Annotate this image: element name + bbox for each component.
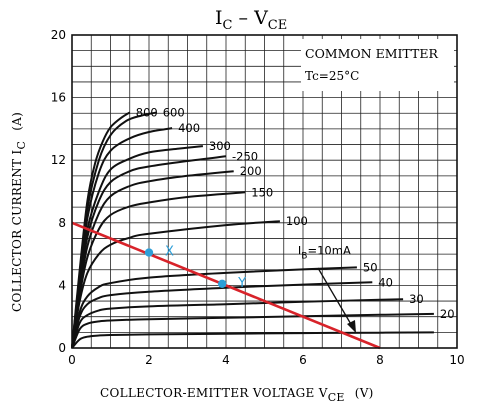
ib-arrow — [317, 267, 356, 333]
operating-point-label-1: Y — [237, 276, 246, 291]
x-tick-label: 6 — [299, 353, 307, 367]
operating-points: XY — [144, 245, 246, 291]
curve-label-7: 200 — [240, 164, 262, 178]
title-main-subscript: C — [223, 18, 233, 33]
x-tick-label: 8 — [376, 353, 384, 367]
condition-box-line2: Tc=25°C — [305, 69, 359, 83]
curve-label-9: 300 — [209, 139, 231, 153]
x-axis-label-subscript: CE — [328, 391, 345, 404]
curve-ib-12 — [71, 111, 131, 349]
curve-label-12: 800 — [136, 105, 158, 119]
condition-box-line1: COMMON EMITTER — [305, 46, 438, 61]
x-tick-label: 10 — [449, 353, 464, 367]
y-tick-label: 8 — [58, 216, 66, 230]
x-tick-label: 4 — [222, 353, 230, 367]
y-axis-label-unit: (A) — [10, 112, 24, 131]
curve-label-6: 150 — [251, 185, 273, 199]
y-axis-label-main: COLLECTOR CURRENT I — [10, 150, 24, 312]
x-axis-label: COLLECTOR-EMITTER VOLTAGE VCE (V) — [100, 386, 374, 404]
x-axis-label-main: COLLECTOR-EMITTER VOLTAGE V — [100, 386, 328, 400]
title-separator: – — [232, 7, 254, 29]
y-tick-label: 12 — [51, 153, 66, 167]
ib-arrow-head — [347, 320, 356, 333]
curve-label-4: 50 — [363, 260, 378, 274]
ib-subscript: B — [301, 251, 307, 261]
operating-point-label-0: X — [165, 245, 174, 260]
axis-labels: COLLECTOR-EMITTER VOLTAGE VCE (V) COLLECT… — [10, 112, 374, 404]
curve-ib-2 — [71, 298, 404, 349]
curve-label-5: 100 — [286, 214, 308, 228]
x-tick-label: 2 — [145, 353, 153, 367]
curve-label-1: 20 — [440, 307, 455, 321]
title-second-subscript: CE — [268, 18, 287, 33]
y-tick-label: 20 — [51, 28, 66, 42]
x-axis-label-unit: (V) — [355, 386, 374, 400]
curve-label-0: IB=10mA — [298, 243, 351, 261]
x-tick-label: 0 — [68, 353, 76, 367]
curve-ib-5 — [71, 220, 280, 349]
curve-label-3: 40 — [378, 275, 393, 289]
curve-ib-1 — [71, 312, 434, 349]
operating-point-1 — [217, 279, 227, 289]
curve-ib-3 — [71, 281, 373, 349]
condition-box-background — [301, 39, 454, 91]
curve-label-2: 30 — [409, 292, 424, 306]
chart-title: IC – VCE — [215, 7, 287, 33]
y-axis-label-subscript: C — [15, 141, 28, 150]
ib-prefix: I — [298, 243, 301, 257]
y-tick-label: 4 — [58, 278, 66, 292]
curve-label-8: -250 — [232, 149, 258, 163]
chart-title-text: IC – VCE — [215, 7, 287, 33]
title-main: I — [215, 7, 223, 29]
curve-ib-4 — [71, 266, 357, 349]
curve-label-11: 600 — [163, 105, 185, 119]
title-second: V — [253, 7, 268, 29]
y-axis-label: COLLECTOR CURRENT IC (A) — [10, 112, 28, 312]
operating-point-0 — [144, 248, 154, 257]
plot-frame — [71, 34, 458, 349]
y-tick-label: 16 — [51, 91, 66, 105]
ib-value: =10mA — [307, 243, 350, 257]
y-tick-label: 0 — [58, 341, 66, 355]
ib-arrow-shaft — [317, 267, 353, 327]
curve-label-10: 400 — [178, 121, 200, 135]
condition-box: COMMON EMITTER Tc=25°C — [301, 39, 454, 91]
